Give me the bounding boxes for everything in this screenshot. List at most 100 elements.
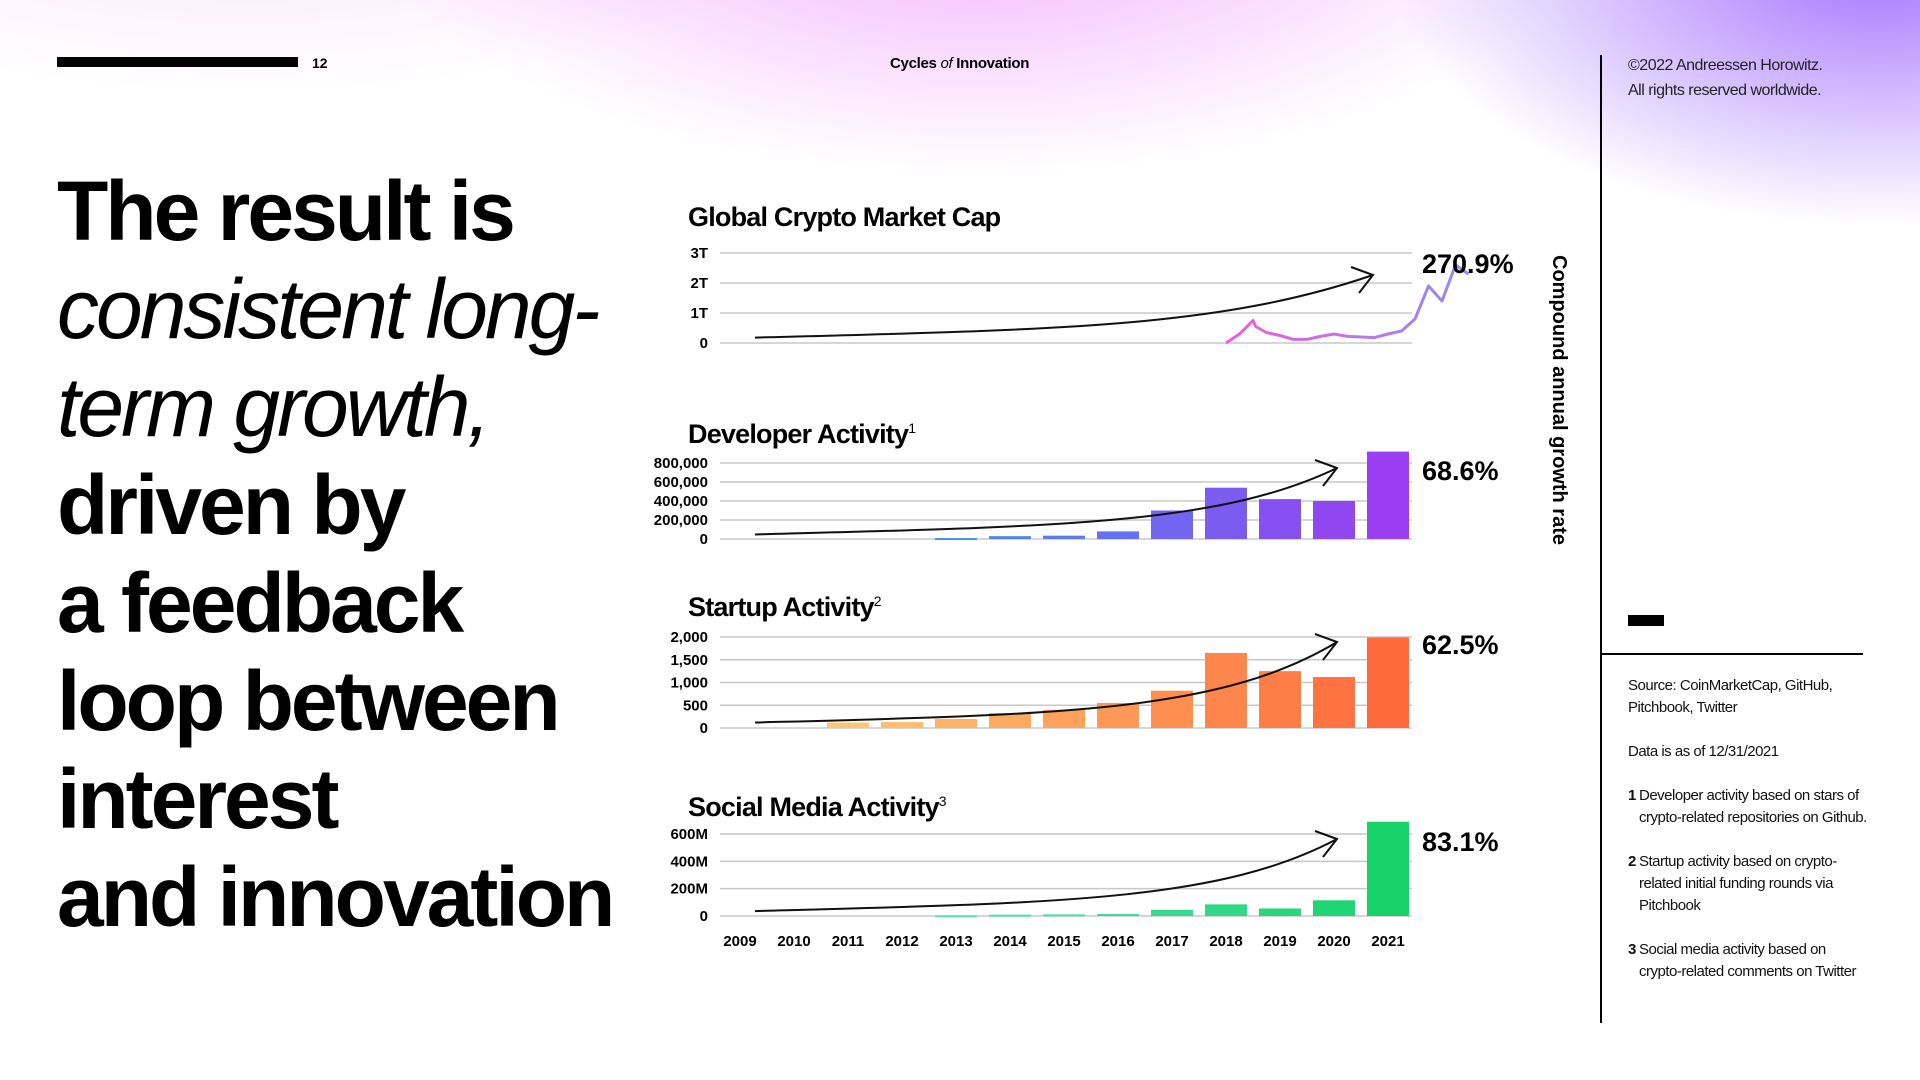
deck-title-part1: Cycles bbox=[890, 55, 941, 72]
footnote-3-num: 3 bbox=[1628, 941, 1636, 958]
headline-line2: consistent long- bbox=[57, 262, 600, 356]
startup-y-tick: 1,500 bbox=[670, 652, 708, 669]
sidebar-rule bbox=[1601, 653, 1863, 655]
copyright: ©2022 Andreessen Horowitz. All rights re… bbox=[1628, 53, 1823, 103]
developer-chart: Developer Activity1 0 200,000 400,000 600,00… bbox=[654, 419, 1499, 548]
developer-trend-arrow bbox=[754, 467, 1338, 536]
developer-cagr-label: 68.6% bbox=[1422, 456, 1499, 486]
social-y-tick: 200M bbox=[670, 881, 708, 898]
market-cap-y-tick: 1T bbox=[690, 305, 708, 322]
x-tick-year: 2021 bbox=[1371, 933, 1404, 950]
footnote-1-text: Developer activity based on stars of cry… bbox=[1639, 787, 1867, 826]
x-tick-year: 2016 bbox=[1101, 933, 1134, 950]
market-cap-chart-title: Global Crypto Market Cap bbox=[688, 202, 1001, 232]
developer-bar bbox=[1097, 531, 1139, 539]
sources-panel: Source: CoinMarketCap, GitHub, Pitchbook… bbox=[1628, 675, 1868, 1005]
startup-bar bbox=[1367, 637, 1409, 728]
startup-bar bbox=[1043, 709, 1085, 728]
copyright-line1: ©2022 Andreessen Horowitz. bbox=[1628, 57, 1823, 74]
social-y-tick: 400M bbox=[670, 853, 708, 870]
headline-line3: term growth, bbox=[57, 360, 491, 454]
developer-bar bbox=[935, 538, 977, 541]
headline-line4: driven by bbox=[57, 458, 406, 552]
deck-title-of: of bbox=[940, 55, 953, 72]
developer-bar bbox=[1313, 501, 1355, 539]
developer-bar bbox=[989, 536, 1031, 539]
social-bar bbox=[989, 914, 1031, 917]
startup-bar bbox=[1259, 671, 1301, 728]
market-cap-y-tick: 3T bbox=[690, 245, 708, 262]
footnote-1: 1 Developer activity based on stars of cr… bbox=[1628, 785, 1868, 829]
x-tick-year: 2009 bbox=[723, 933, 756, 950]
social-trend-arrow bbox=[754, 838, 1338, 913]
x-tick-year: 2013 bbox=[939, 933, 972, 950]
social-bar bbox=[1205, 904, 1247, 916]
startup-bar bbox=[1313, 677, 1355, 728]
source-text: Source: CoinMarketCap, GitHub, Pitchbook… bbox=[1628, 677, 1833, 716]
social-chart: Social Media Activity3 0 200M 400M 600M 83.1% bbox=[670, 792, 1498, 925]
footnote-3: 3 Social media activity based on crypto-r… bbox=[1628, 939, 1868, 983]
top-rule bbox=[57, 57, 298, 67]
headline: The result is consistent long- term grow… bbox=[57, 162, 657, 946]
developer-bar bbox=[1205, 487, 1247, 539]
sidebar-divider bbox=[1600, 55, 1602, 1023]
startup-bar bbox=[827, 722, 869, 728]
market-cap-trend-arrow bbox=[754, 274, 1374, 339]
startup-cagr-label: 62.5% bbox=[1422, 630, 1499, 660]
deck-title-part2: Innovation bbox=[952, 55, 1030, 72]
startup-bar bbox=[989, 712, 1031, 728]
y-axis-title: Compound annual growth rate bbox=[1548, 255, 1570, 545]
developer-y-tick: 200,000 bbox=[654, 512, 708, 529]
market-cap-series-line bbox=[1225, 263, 1470, 345]
developer-chart-title: Developer Activity1 bbox=[688, 419, 916, 449]
x-tick-year: 2014 bbox=[993, 933, 1027, 950]
footnote-2: 2 Startup activity based on crypto-relate… bbox=[1628, 851, 1868, 917]
footnote-2-num: 2 bbox=[1628, 853, 1636, 870]
market-cap-cagr-label: 270.9% bbox=[1422, 249, 1514, 279]
footnote-3-text: Social media activity based on crypto-re… bbox=[1639, 941, 1856, 980]
charts-panel: Compound annual growth rate Global Crypt… bbox=[654, 202, 1570, 950]
headline-line5: a feedback bbox=[57, 556, 464, 650]
social-bar bbox=[1367, 821, 1409, 916]
copyright-line2: All rights reserved worldwide. bbox=[1628, 82, 1822, 99]
social-bar bbox=[1259, 908, 1301, 916]
developer-bar bbox=[1367, 451, 1409, 539]
social-title-footnote: 3 bbox=[939, 793, 947, 809]
social-bar bbox=[1097, 913, 1139, 916]
developer-trend-arrowhead bbox=[1314, 459, 1339, 487]
developer-y-tick: 400,000 bbox=[654, 493, 708, 510]
x-tick-year: 2017 bbox=[1155, 933, 1188, 950]
data-as-of: Data is as of 12/31/2021 bbox=[1628, 743, 1779, 760]
social-cagr-label: 83.1% bbox=[1422, 827, 1499, 857]
footnote-2-text: Startup activity based on crypto-related… bbox=[1639, 853, 1837, 914]
startup-bar bbox=[1151, 690, 1193, 728]
social-bar bbox=[1043, 914, 1085, 917]
startup-bar bbox=[935, 718, 977, 728]
headline-line8: and innovation bbox=[57, 850, 615, 944]
startup-trend-arrowhead bbox=[1314, 633, 1339, 661]
headline-line1: The result is bbox=[57, 164, 516, 258]
developer-bar bbox=[1043, 535, 1085, 539]
market-cap-trend-arrowhead bbox=[1350, 266, 1375, 294]
startup-chart-title: Startup Activity2 bbox=[688, 592, 882, 622]
startup-y-tick: 1,000 bbox=[670, 675, 708, 692]
x-tick-year: 2010 bbox=[777, 933, 810, 950]
social-y-tick: 0 bbox=[700, 908, 708, 925]
headline-line6: loop between bbox=[57, 654, 561, 748]
page-number: 12 bbox=[312, 55, 328, 71]
market-cap-chart: Global Crypto Market Cap 0 1T 2T 3T 270.9% bbox=[688, 202, 1514, 352]
developer-y-tick: 800,000 bbox=[654, 455, 708, 472]
headline-line7: interest bbox=[57, 752, 339, 846]
startup-chart: Startup Activity2 0 500 1,000 1,500 2,000 62.5… bbox=[670, 592, 1498, 737]
developer-bar bbox=[1259, 499, 1301, 539]
startup-y-tick: 2,000 bbox=[670, 629, 708, 646]
x-tick-year: 2015 bbox=[1047, 933, 1080, 950]
deck-title: Cycles of Innovation bbox=[890, 55, 1029, 72]
x-tick-year: 2019 bbox=[1263, 933, 1296, 950]
footnote-1-num: 1 bbox=[1628, 787, 1636, 804]
social-y-tick: 600M bbox=[670, 826, 708, 843]
social-chart-title: Social Media Activity3 bbox=[688, 792, 947, 822]
social-bar bbox=[1313, 900, 1355, 916]
startup-title-footnote: 2 bbox=[874, 593, 882, 609]
startup-y-tick: 500 bbox=[683, 697, 708, 714]
